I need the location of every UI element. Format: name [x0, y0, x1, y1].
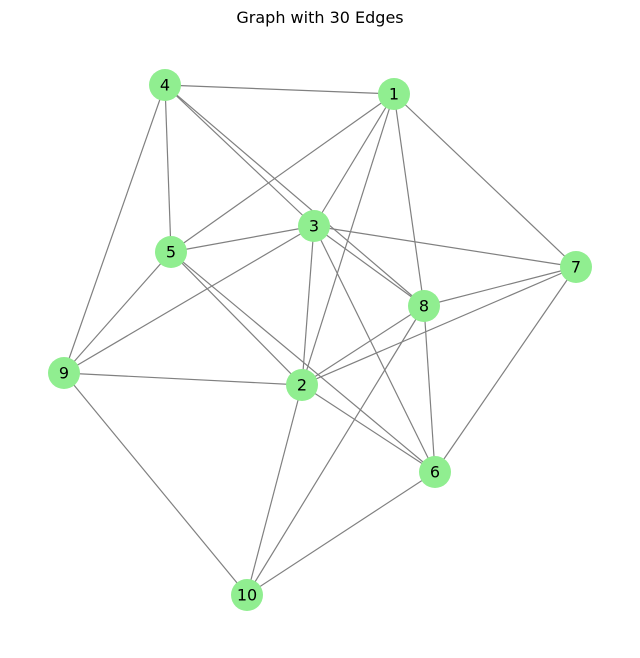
- node-circle: [298, 210, 330, 242]
- node-label: 3: [309, 217, 319, 236]
- edge-1-8: [393, 93, 425, 307]
- node-label: 6: [430, 463, 440, 482]
- node-label: 8: [419, 297, 429, 316]
- node-9: 9: [48, 357, 80, 389]
- node-circle: [408, 290, 440, 322]
- edge-7-2: [301, 266, 577, 386]
- graph-title: Graph with 30 Edges: [236, 8, 404, 27]
- edge-8-10: [246, 305, 425, 596]
- node-7: 7: [560, 251, 592, 283]
- node-circle: [560, 251, 592, 283]
- edge-5-3: [170, 225, 315, 253]
- node-5: 5: [155, 236, 187, 268]
- edge-8-2: [301, 305, 425, 386]
- node-10: 10: [231, 579, 263, 611]
- edge-3-9: [63, 225, 315, 374]
- node-circle: [155, 236, 187, 268]
- node-label: 9: [59, 364, 69, 383]
- edge-1-2: [301, 93, 395, 386]
- node-2: 2: [286, 369, 318, 401]
- edge-3-7: [313, 225, 577, 268]
- edge-4-5: [164, 84, 172, 253]
- node-label: 7: [571, 258, 581, 277]
- edge-1-5: [170, 93, 395, 253]
- node-circle: [231, 579, 263, 611]
- node-3: 3: [298, 210, 330, 242]
- edge-5-6: [170, 251, 436, 473]
- node-4: 4: [149, 69, 181, 101]
- edge-2-10: [246, 384, 303, 596]
- node-8: 8: [408, 290, 440, 322]
- node-circle: [149, 69, 181, 101]
- edge-1-7: [393, 93, 577, 268]
- node-6: 6: [419, 456, 451, 488]
- node-circle: [419, 456, 451, 488]
- edge-1-3: [313, 93, 395, 227]
- edge-4-9: [63, 84, 166, 374]
- node-1: 1: [378, 78, 410, 110]
- edge-3-6: [313, 225, 436, 473]
- node-label: 2: [297, 376, 307, 395]
- edge-6-10: [246, 471, 436, 596]
- node-circle: [378, 78, 410, 110]
- node-label: 5: [166, 243, 176, 262]
- edge-7-6: [434, 266, 577, 473]
- edge-7-8: [423, 266, 577, 307]
- node-circle: [286, 369, 318, 401]
- edge-4-1: [164, 84, 395, 95]
- edge-2-6: [301, 384, 436, 473]
- edge-5-9: [63, 251, 172, 374]
- edge-4-3: [164, 84, 315, 227]
- edge-3-2: [301, 225, 315, 386]
- nodes-layer: 1 2 3 4 5 6 7 8 9 10: [48, 69, 592, 611]
- edge-8-6: [423, 305, 436, 473]
- edge-3-8: [313, 225, 425, 307]
- edge-5-2: [170, 251, 303, 386]
- edge-4-8: [164, 84, 425, 307]
- node-label: 1: [389, 85, 399, 104]
- edges-layer: [63, 84, 577, 596]
- edge-9-10: [63, 372, 248, 596]
- edge-9-2: [63, 372, 303, 386]
- node-label: 10: [237, 586, 257, 605]
- node-circle: [48, 357, 80, 389]
- node-label: 4: [160, 76, 170, 95]
